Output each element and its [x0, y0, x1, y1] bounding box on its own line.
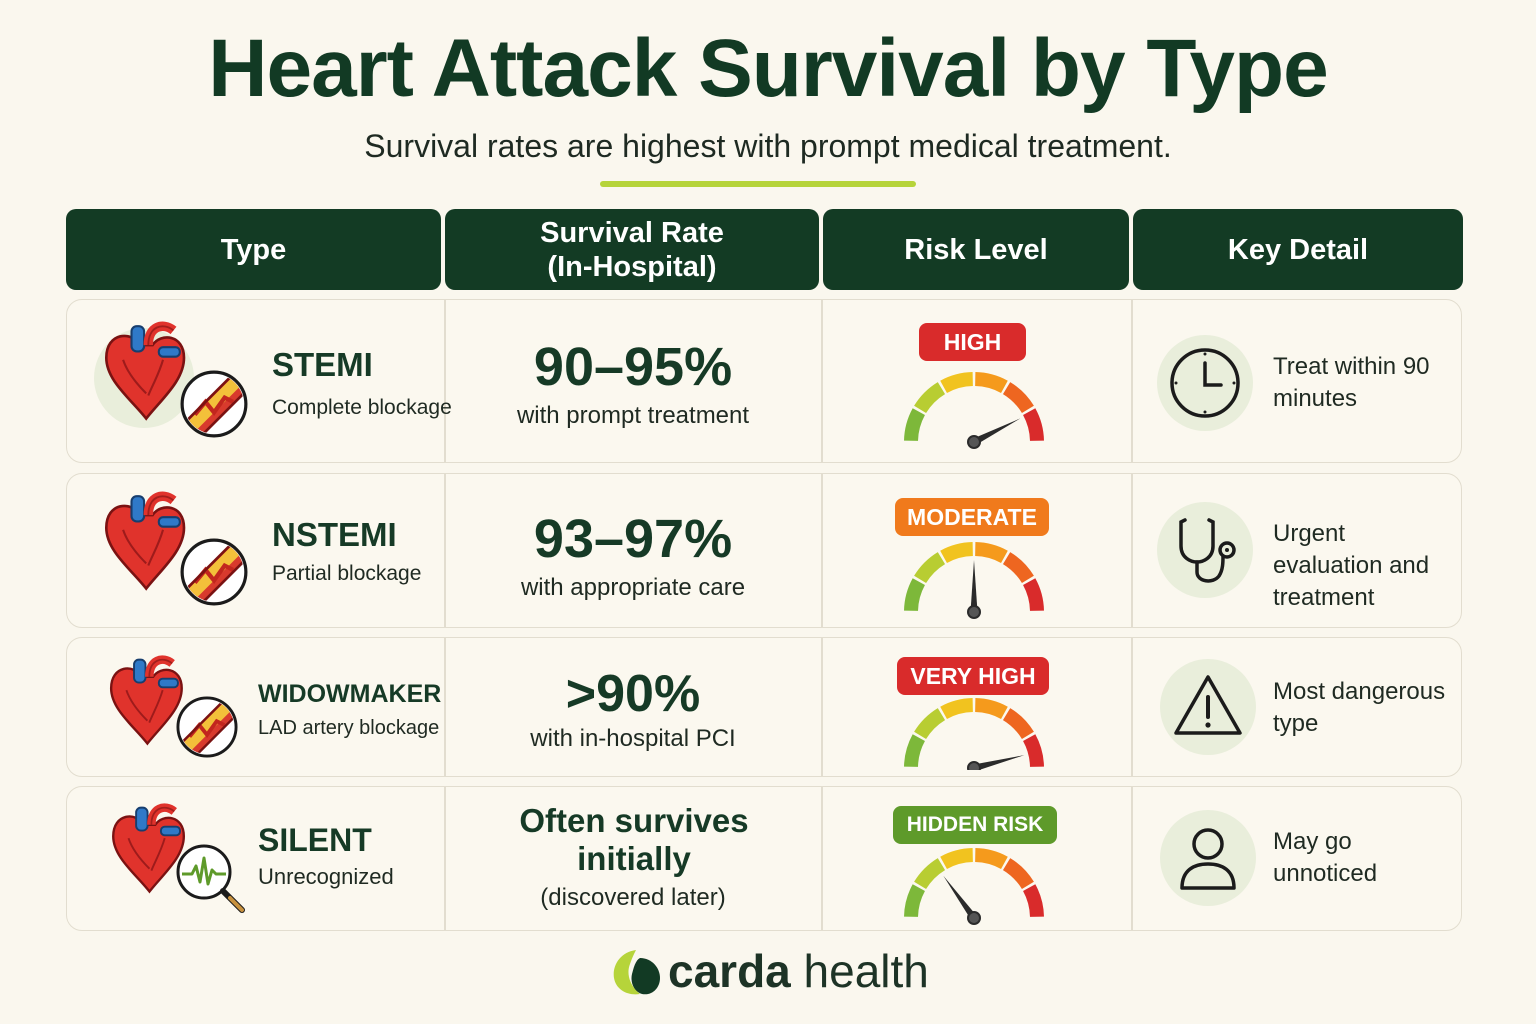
page-title: Heart Attack Survival by Type: [208, 23, 1328, 114]
gauge-segment: [1023, 884, 1044, 917]
carda-health-logo-icon: [610, 946, 664, 1003]
footer-brand-light: health: [803, 945, 929, 997]
gauge-segment: [1002, 708, 1034, 740]
key-detail-text: May go unnoticed: [1273, 828, 1378, 887]
risk-badge: MODERATE: [895, 498, 1049, 536]
type-description: Complete blockage: [272, 396, 452, 419]
risk-badge: VERY HIGH: [897, 657, 1049, 695]
column-divider: [444, 787, 446, 930]
heart-icon: [92, 318, 252, 453]
gauge-segment: [1002, 858, 1034, 890]
gauge-segment: [975, 698, 1008, 719]
column-divider: [1131, 300, 1133, 462]
type-name: STEMI: [272, 346, 373, 383]
gauge-segment: [1002, 382, 1034, 414]
gauge-segment: [975, 848, 1008, 869]
risk-gauge: [904, 372, 1044, 449]
column-divider: [444, 300, 446, 462]
survival-rate-note: with prompt treatment: [516, 402, 750, 429]
subtitle-underline: [600, 181, 916, 187]
gauge-segment: [1023, 408, 1044, 441]
risk-gauge: [904, 698, 1044, 770]
gauge-segment: [914, 858, 946, 890]
header-risk-label: Risk Level: [904, 233, 1048, 266]
type-description: Unrecognized: [258, 864, 394, 889]
page-subtitle: Survival rates are highest with prompt m…: [364, 128, 1172, 164]
header-detail-label: Key Detail: [1227, 233, 1369, 266]
key-detail-text: Most dangerous type: [1273, 678, 1446, 737]
column-divider: [821, 474, 823, 627]
header-key-detail: Key Detail: [1133, 209, 1463, 290]
gauge-needle: [972, 418, 1021, 446]
gauge-segment: [940, 542, 973, 563]
gauge-segment: [1023, 734, 1044, 767]
column-divider: [821, 638, 823, 776]
column-divider: [821, 300, 823, 462]
gauge-segment: [914, 552, 946, 584]
gauge-hub: [967, 435, 981, 449]
key-detail-text: Urgent evaluation and treatment: [1273, 520, 1430, 611]
magnifier-ecg-icon: [172, 840, 248, 921]
gauge-segment: [1002, 552, 1034, 584]
risk-gauge: [904, 848, 1044, 925]
column-divider: [821, 787, 823, 930]
gauge-hub: [967, 605, 981, 619]
artery-blockage-icon: [176, 696, 238, 763]
gauge-segment: [904, 734, 925, 767]
gauge-segment: [1023, 578, 1044, 611]
gauge-segment: [904, 884, 925, 917]
stethoscope-icon: [1157, 502, 1253, 598]
column-divider: [1131, 638, 1133, 776]
survival-rate-value: >90%: [565, 665, 701, 723]
gauge-segment: [975, 372, 1008, 393]
type-description: LAD artery blockage: [258, 717, 440, 739]
risk-badge: HIGH: [919, 323, 1026, 361]
gauge-segment: [975, 542, 1008, 563]
risk-badge: HIDDEN RISK: [893, 806, 1057, 844]
user-icon: [1160, 810, 1256, 906]
type-name: SILENT: [258, 822, 372, 858]
survival-rate-value: 93–97%: [533, 509, 733, 569]
gauge-segment: [914, 708, 946, 740]
header-risk-level: Risk Level: [823, 209, 1129, 290]
survival-rate-note: (discovered later): [540, 884, 726, 911]
header-type-label: Type: [220, 233, 287, 266]
type-name: WIDOWMAKER: [258, 680, 442, 708]
gauge-segment: [904, 578, 925, 611]
gauge-needle: [943, 875, 977, 921]
key-detail-text: Treat within 90 minutes: [1273, 353, 1430, 412]
column-divider: [444, 638, 446, 776]
column-divider: [444, 474, 446, 627]
gauge-needle: [970, 560, 978, 612]
footer-brand: carda health: [668, 944, 929, 998]
gauge-segment: [914, 382, 946, 414]
column-divider: [1131, 787, 1133, 930]
type-description: Partial blockage: [272, 562, 422, 585]
survival-rate-value: 90–95%: [533, 337, 733, 397]
survival-rate-value: Often survives initially: [519, 802, 749, 877]
gauge-segment: [904, 408, 925, 441]
footer-brand-bold: carda: [668, 945, 791, 997]
header-type: Type: [66, 209, 441, 290]
header-survival-rate: Survival Rate (In-Hospital): [445, 209, 819, 290]
gauge-hub: [967, 911, 981, 925]
gauge-segment: [940, 698, 973, 719]
artery-blockage-icon: [180, 370, 248, 443]
type-name: NSTEMI: [272, 516, 397, 553]
artery-blockage-icon: [180, 538, 248, 611]
gauge-hub: [967, 761, 981, 770]
warning-icon: [1160, 659, 1256, 755]
survival-rate-note: with appropriate care: [520, 574, 746, 601]
gauge-needle: [973, 755, 1025, 770]
gauge-segment: [940, 372, 973, 393]
survival-rate-note: with in-hospital PCI: [530, 725, 736, 752]
column-divider: [1131, 474, 1133, 627]
gauge-segment: [940, 848, 973, 869]
clock-icon: [1157, 335, 1253, 431]
risk-gauge: [904, 542, 1044, 619]
header-survival-label: Survival Rate (In-Hospital): [540, 216, 724, 283]
